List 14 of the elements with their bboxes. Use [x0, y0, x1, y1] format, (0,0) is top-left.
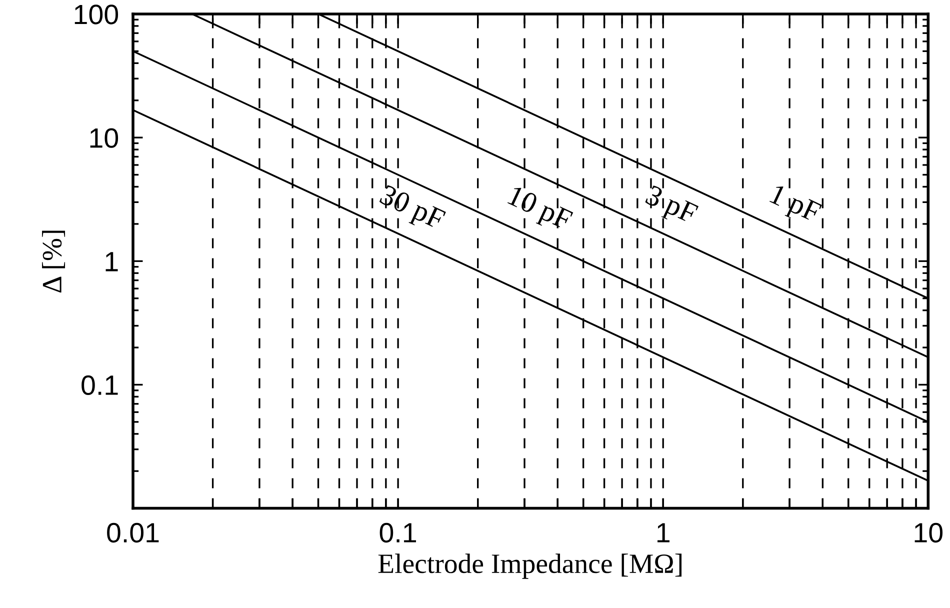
x-axis-title: Electrode Impedance [MΩ] — [378, 554, 682, 579]
text: 3 pF — [642, 184, 699, 230]
y-tick-label: 1 — [106, 252, 118, 272]
y-axis-title: Δ [%] — [42, 230, 66, 293]
text: 10 pF — [504, 185, 574, 236]
text: 30 pF — [376, 184, 446, 235]
x-tick-label: 0.01 — [107, 522, 159, 543]
y-tick-label: 0.1 — [82, 375, 118, 396]
x-tick-label: 0.1 — [380, 522, 416, 543]
text: 1 pF — [766, 184, 822, 228]
y-tick-label: 10 — [90, 128, 118, 148]
y-tick-label: 100 — [74, 4, 118, 24]
x-tick-label: 10 — [914, 522, 943, 543]
x-tick-label: 1 — [657, 523, 670, 542]
